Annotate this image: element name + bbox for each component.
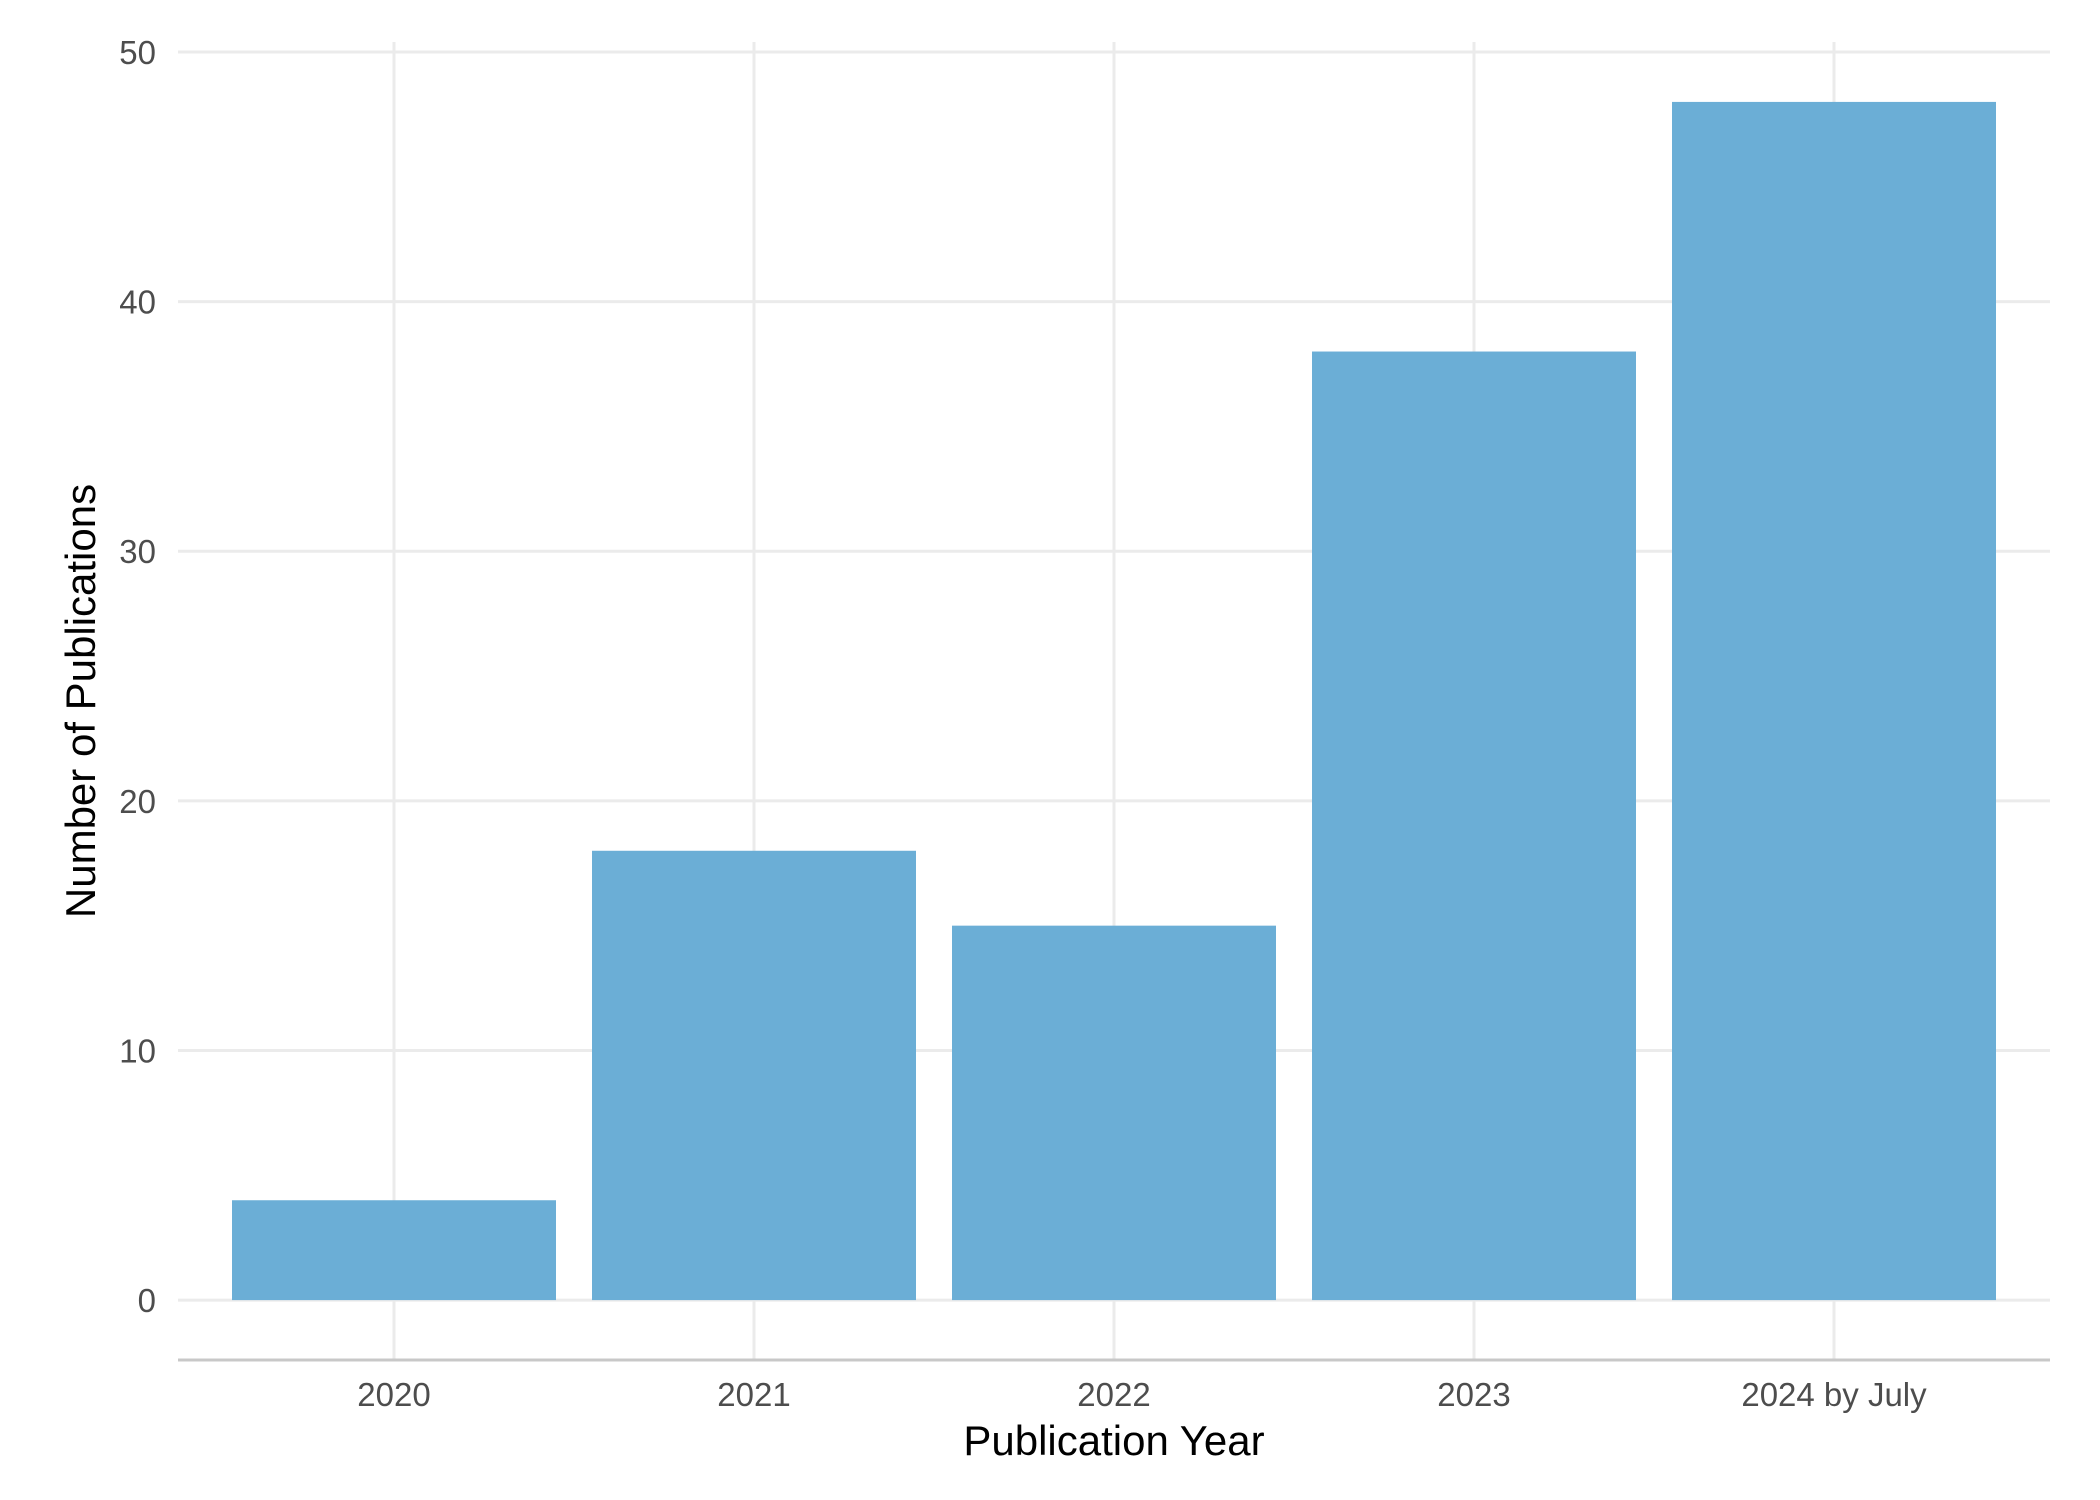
y-tick-label: 20	[119, 783, 156, 820]
y-tick-label: 10	[119, 1032, 156, 1069]
x-tick-label: 2024 by July	[1741, 1376, 1927, 1413]
x-axis-title: Publication Year	[963, 1417, 1264, 1464]
y-tick-label: 50	[119, 34, 156, 71]
y-tick-label: 0	[138, 1282, 156, 1319]
x-tick-label: 2022	[1077, 1376, 1150, 1413]
y-axis-title: Number of Publications	[57, 484, 104, 918]
bar-2024-by-july	[1672, 101, 1996, 1301]
x-tick-labels: 2020 2021 2022 2023 2024 by July	[357, 1376, 1927, 1413]
bars	[232, 101, 1996, 1301]
y-tick-label: 40	[119, 284, 156, 321]
x-tick-label: 2021	[717, 1376, 790, 1413]
y-tick-labels: 0 10 20 30 40 50	[119, 34, 156, 1319]
y-tick-label: 30	[119, 533, 156, 570]
bar-2020	[232, 1200, 556, 1301]
bar-2022	[952, 925, 1276, 1301]
bar-2023	[1312, 351, 1636, 1301]
x-tick-label: 2023	[1437, 1376, 1510, 1413]
x-tick-label: 2020	[357, 1376, 430, 1413]
bar-2021	[592, 850, 916, 1301]
